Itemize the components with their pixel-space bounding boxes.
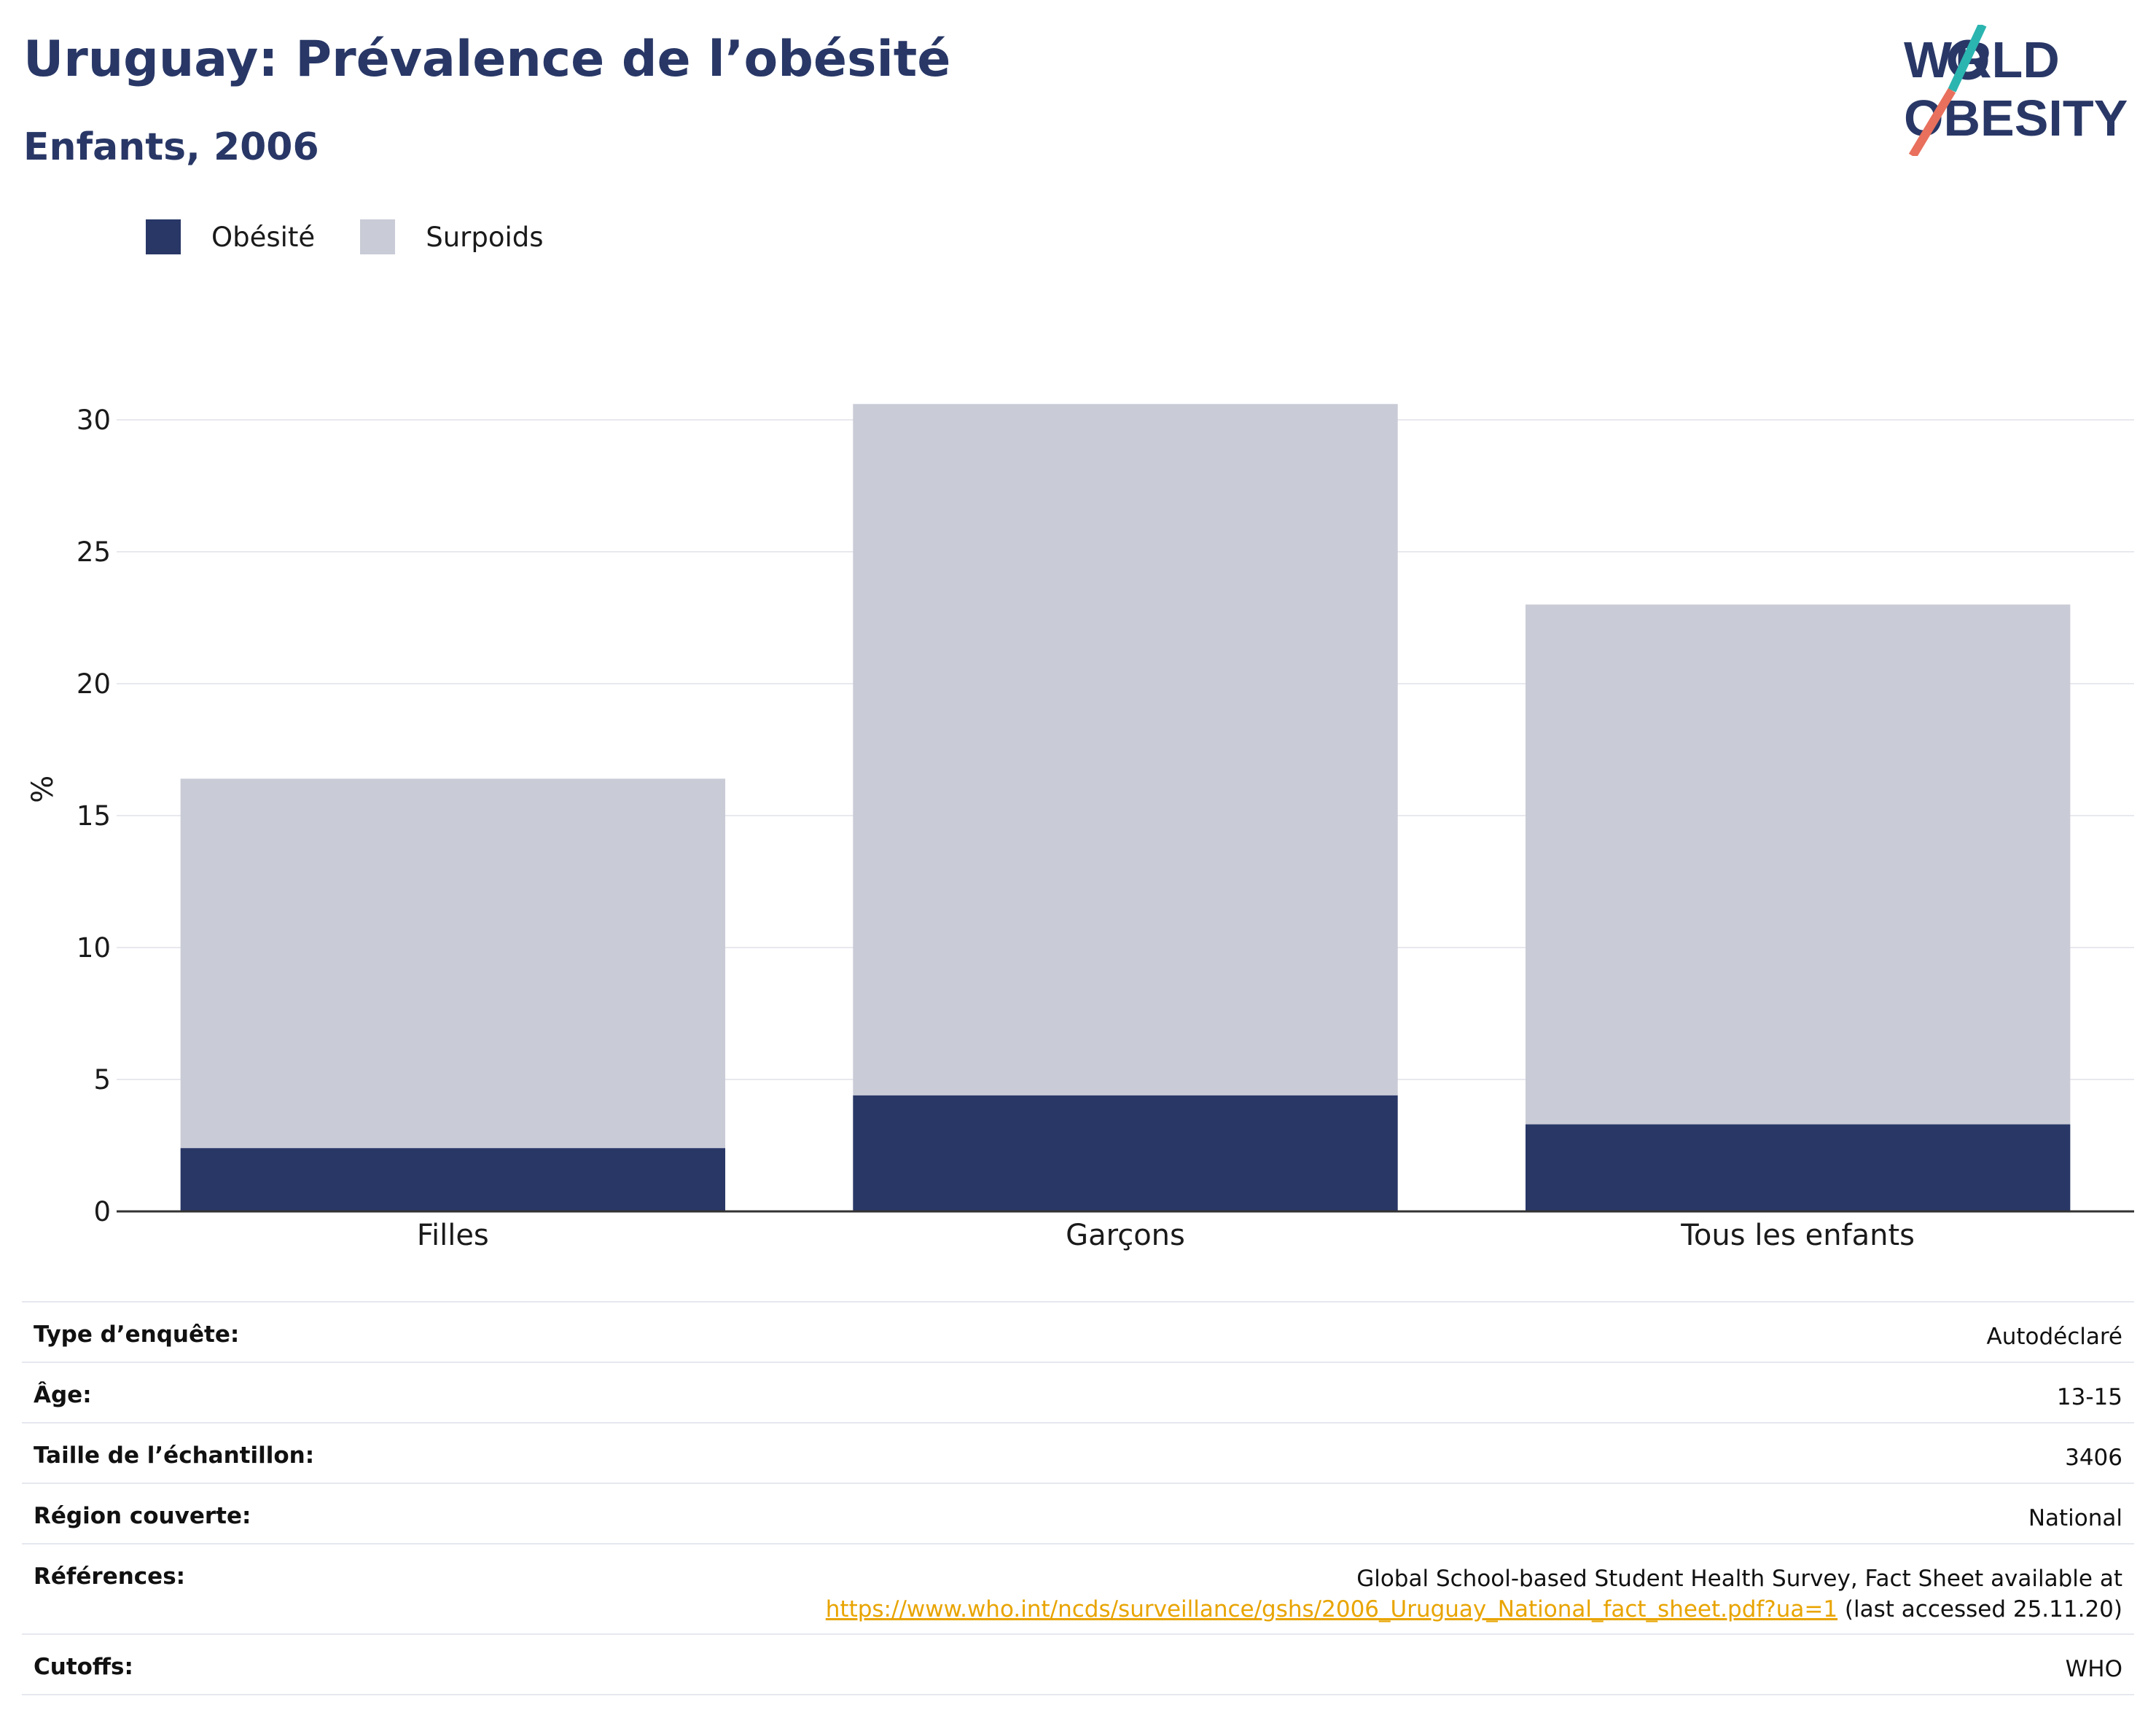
legend-item-obesite[interactable]: Obésité — [146, 219, 315, 254]
y-tick-label: 5 — [93, 1064, 111, 1096]
info-key: Région couverte: — [34, 1503, 251, 1529]
info-value: 3406 — [2065, 1445, 2122, 1471]
chart-subtitle: Enfants, 2006 — [23, 125, 319, 169]
info-row-region: Région couverte: National — [22, 1484, 2134, 1544]
legend-swatch-surpoids — [360, 219, 396, 254]
info-value: 13-15 — [2056, 1384, 2122, 1410]
bar-obsit-1 — [853, 1095, 1398, 1211]
info-key: Références: — [34, 1563, 186, 1590]
y-axis-label: % — [26, 776, 60, 803]
legend-label-surpoids: Surpoids — [426, 221, 544, 253]
x-tick-label: Garçons — [1066, 1219, 1185, 1252]
bar-obsit-2 — [1525, 1124, 2071, 1211]
y-tick-label: 30 — [77, 405, 111, 436]
bar-surpoids-0 — [180, 778, 726, 1149]
info-key: Type d’enquête: — [34, 1321, 240, 1348]
info-row-sample-size: Taille de l’échantillon: 3406 — [22, 1423, 2134, 1484]
bar-surpoids-2 — [1525, 604, 2071, 1125]
y-tick-label: 10 — [77, 932, 111, 964]
info-row-age: Âge: 13-15 — [22, 1363, 2134, 1423]
survey-info-table: Type d’enquête: Autodéclaré Âge: 13-15 T… — [22, 1301, 2134, 1695]
x-tick-label: Filles — [417, 1219, 489, 1252]
y-tick-label: 25 — [77, 536, 111, 568]
info-key: Taille de l’échantillon: — [34, 1442, 315, 1469]
references-value: Global School-based Student Health Surve… — [826, 1563, 2122, 1625]
info-value: Autodéclaré — [1986, 1324, 2122, 1350]
legend-item-surpoids[interactable]: Surpoids — [360, 219, 544, 254]
svg-text:OBESITY: OBESITY — [1904, 90, 2128, 147]
stacked-bar-chart: 0 5 10 15 20 25 30% Filles Garçons Tous les enfan… — [26, 404, 2134, 1252]
chart-legend: Obésité Surpoids — [146, 219, 589, 255]
references-text: Global School-based Student Health Surve… — [1356, 1566, 2122, 1592]
svg-text:W: W — [1904, 31, 1952, 88]
info-key: Cutoffs: — [34, 1654, 133, 1680]
y-tick-label: 15 — [77, 800, 111, 832]
references-suffix: (last accessed 25.11.20) — [1837, 1596, 2122, 1622]
world-obesity-logo: W RLD OBESITY — [1904, 25, 2128, 156]
legend-label-obesite: Obésité — [211, 221, 316, 253]
info-key: Âge: — [34, 1382, 92, 1408]
bar-surpoids-1 — [853, 404, 1398, 1096]
y-tick-label: 0 — [93, 1196, 111, 1227]
references-link[interactable]: https://www.who.int/ncds/surveillance/gs… — [825, 1596, 1838, 1622]
info-value: WHO — [2065, 1656, 2122, 1682]
info-row-survey-type: Type d’enquête: Autodéclaré — [22, 1303, 2134, 1363]
info-row-cutoffs: Cutoffs: WHO — [22, 1635, 2134, 1695]
bar-obsit-0 — [180, 1148, 726, 1211]
x-tick-label: Tous les enfants — [1680, 1219, 1915, 1252]
info-value: National — [2028, 1505, 2122, 1531]
legend-swatch-obesite — [146, 219, 181, 254]
info-row-references: Références: Global School-based Student … — [22, 1544, 2134, 1635]
chart-title: Uruguay: Prévalence de l’obésité — [23, 31, 951, 88]
y-tick-label: 20 — [77, 668, 111, 700]
